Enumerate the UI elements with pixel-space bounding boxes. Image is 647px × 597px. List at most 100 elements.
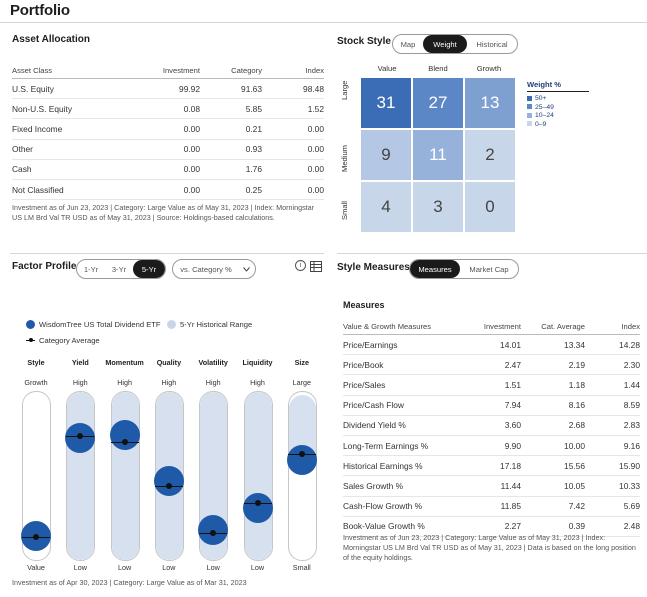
factor-name-quality: Quality — [156, 358, 182, 367]
style-col-value: Value — [377, 64, 397, 73]
weight-legend-title: Weight % — [527, 80, 589, 92]
legend-swatch — [527, 104, 532, 110]
tab-historical[interactable]: Historical — [476, 39, 508, 49]
index-cell: 9.16 — [585, 435, 640, 457]
factor-name-yield: Yield — [71, 358, 89, 367]
style-cell-large-value: 31 — [361, 78, 411, 128]
asset-allocation-title: Asset Allocation — [12, 34, 90, 45]
table-row: Cash-Flow Growth % 11.85 7.42 5.69 — [343, 496, 640, 517]
asset-class-cell: Fixed Income — [12, 118, 132, 140]
cat-average-cell: 13.34 — [521, 334, 585, 356]
asset-class-cell: Non-U.S. Equity — [12, 98, 132, 120]
factor-avg-marker-size — [298, 451, 305, 458]
factor-bottom-label-style: Value — [27, 563, 45, 572]
index-cell: 0.00 — [262, 179, 324, 201]
factor-track-yield — [66, 391, 96, 561]
investment-cell: 9.90 — [461, 435, 521, 457]
table-row: Fixed Income 0.00 0.21 0.00 — [12, 118, 324, 140]
factor-top-label-liquidity: High — [250, 378, 265, 387]
table-row: Price/Cash Flow 7.94 8.16 8.59 — [343, 395, 640, 416]
table-row: Historical Earnings % 17.18 15.56 15.90 — [343, 455, 640, 477]
legend-item: 50+ — [527, 95, 589, 104]
fund-legend-dot — [26, 320, 35, 329]
category-cell: 0.21 — [200, 118, 262, 140]
index-cell: 2.83 — [585, 415, 640, 436]
col-investment: Investment — [461, 318, 521, 335]
style-row-small: Small — [340, 201, 349, 220]
tab-1yr[interactable]: 1-Yr — [83, 264, 99, 274]
legend-item: 10–24 — [527, 112, 589, 121]
title-divider — [0, 22, 647, 23]
table-row: Other 0.00 0.93 0.00 — [12, 139, 324, 160]
cat-average-cell: 7.42 — [521, 496, 585, 517]
index-cell: 5.69 — [585, 496, 640, 517]
index-cell: 8.59 — [585, 395, 640, 416]
factor-track-momentum — [110, 391, 140, 561]
category-cell: 91.63 — [200, 78, 262, 100]
compare-select-label: vs. Category % — [180, 264, 232, 274]
investment-cell: 2.27 — [461, 516, 521, 537]
col-index: Index — [262, 62, 324, 79]
factor-avg-marker-liquidity — [254, 499, 261, 506]
legend-item: 25–49 — [527, 104, 589, 113]
factor-bottom-label-size: Small — [292, 563, 311, 572]
style-cell-medium-growth: 2 — [465, 130, 515, 180]
col-investment: Investment — [132, 62, 200, 79]
investment-cell: 2.47 — [461, 354, 521, 376]
tab-3yr[interactable]: 3-Yr — [111, 264, 127, 274]
investment-cell: 11.44 — [461, 475, 521, 497]
table-row: Price/Earnings 14.01 13.34 14.28 — [343, 334, 640, 356]
index-cell: 1.52 — [262, 98, 324, 120]
style-cell-medium-blend: 11 — [413, 130, 463, 180]
section-divider-right — [337, 253, 647, 254]
index-cell: 0.00 — [262, 118, 324, 140]
style-cell-large-blend: 27 — [413, 78, 463, 128]
tab-weight[interactable]: Weight — [423, 35, 467, 53]
asset-class-cell: Cash — [12, 159, 132, 180]
asset-allocation-table: Asset Class Investment Category Index U.… — [12, 62, 324, 201]
factor-range-liquidity — [244, 392, 272, 560]
measure-cell: Book-Value Growth % — [343, 516, 461, 537]
col-category: Category — [200, 62, 262, 79]
cat-average-cell: 1.18 — [521, 374, 585, 396]
avg-legend-label: Category Average — [39, 336, 100, 345]
factor-top-label-style: Growth — [24, 378, 48, 387]
factor-bottom-label-volatility: Low — [206, 563, 220, 572]
factor-fund-marker-size — [286, 444, 317, 475]
table-row: Long-Term Earnings % 9.90 10.00 9.16 — [343, 435, 640, 457]
category-cell: 5.85 — [200, 98, 262, 120]
measure-cell: Price/Book — [343, 354, 461, 376]
factor-profile-chart: Style Growth Value Yield High Low Momentum High… — [21, 358, 317, 572]
tab-market-cap[interactable]: Market Cap — [469, 264, 509, 274]
cat-average-cell: 10.05 — [521, 475, 585, 497]
measures-subtitle: Measures — [343, 300, 385, 310]
factor-name-liquidity: Liquidity — [242, 358, 273, 367]
tab-measures[interactable]: Measures — [410, 260, 460, 278]
info-icon[interactable]: i — [295, 260, 306, 271]
index-cell: 98.48 — [262, 78, 324, 100]
cat-average-cell: 10.00 — [521, 435, 585, 457]
index-cell: 14.28 — [585, 334, 640, 356]
compare-select[interactable]: vs. Category % — [172, 259, 256, 279]
measure-cell: Dividend Yield % — [343, 415, 461, 436]
investment-cell: 0.00 — [132, 179, 200, 201]
index-cell: 2.30 — [585, 354, 640, 376]
style-box-grid: 31 27 13 9 11 2 4 3 0 — [360, 77, 516, 233]
index-cell: 10.33 — [585, 475, 640, 497]
legend-item: 0–9 — [527, 121, 589, 130]
factor-top-label-quality: High — [161, 378, 177, 387]
col-index: Index — [585, 318, 640, 335]
factor-bottom-label-yield: Low — [73, 563, 87, 572]
tab-5yr[interactable]: 5-Yr — [133, 260, 165, 278]
cat-average-cell: 15.56 — [521, 455, 585, 477]
factor-fund-marker-quality — [153, 465, 184, 496]
factor-footnote: Investment as of Apr 30, 2023 | Category… — [12, 578, 247, 587]
style-cell-large-growth: 13 — [465, 78, 515, 128]
weight-legend: Weight % 50+ 25–49 10–24 0–9 — [527, 80, 589, 129]
investment-cell: 14.01 — [461, 334, 521, 356]
table-view-icon[interactable] — [310, 261, 322, 274]
factor-track-liquidity — [243, 391, 273, 561]
tab-map[interactable]: Map — [400, 39, 416, 49]
style-measures-title: Style Measures — [337, 262, 410, 273]
category-cell: 0.25 — [200, 179, 262, 201]
